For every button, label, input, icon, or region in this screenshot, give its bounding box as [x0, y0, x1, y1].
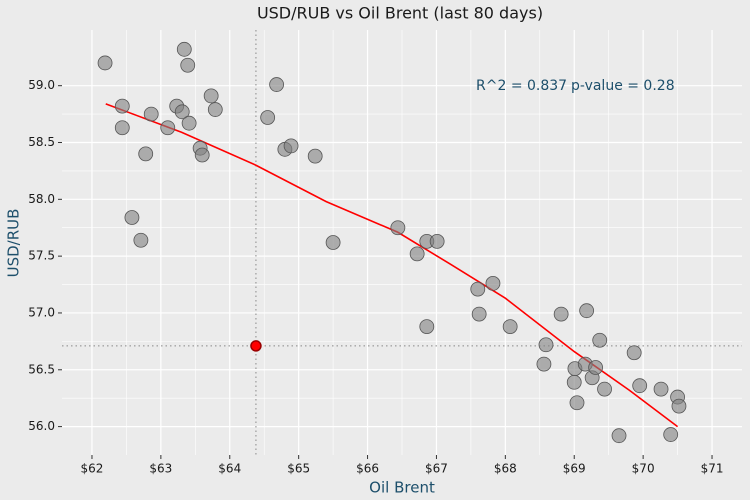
point [133, 232, 149, 248]
point [283, 138, 299, 154]
point [671, 398, 687, 414]
x-tick-label: $67 [425, 462, 448, 476]
y-tick-label: 56.0 [28, 419, 55, 433]
point [553, 306, 569, 322]
point [180, 57, 196, 73]
x-tick-label: $70 [632, 462, 655, 476]
point [429, 233, 445, 249]
point [566, 374, 582, 390]
point [143, 106, 159, 122]
point [663, 427, 679, 442]
point [176, 41, 192, 57]
x-tick-label: $69 [563, 462, 586, 476]
point [114, 98, 130, 114]
point [160, 120, 176, 136]
chart-title: USD/RUB vs Oil Brent (last 80 days) [257, 4, 543, 23]
point [419, 319, 435, 334]
point [138, 146, 154, 162]
point [579, 303, 595, 319]
point [260, 110, 276, 125]
point [588, 360, 603, 375]
annotation: p-value = 0.28 [571, 78, 675, 94]
point [485, 276, 501, 291]
y-tick-label: 57.5 [28, 249, 55, 263]
y-axis-title: USD/RUB [5, 209, 23, 278]
point [325, 235, 341, 250]
point [611, 428, 627, 444]
point [653, 381, 669, 397]
point [597, 381, 612, 397]
point [632, 378, 648, 394]
point [194, 147, 210, 163]
x-tick-label: $66 [356, 462, 379, 476]
point [114, 120, 130, 136]
x-tick-label: $71 [701, 462, 724, 476]
point [592, 332, 608, 348]
point [97, 55, 113, 71]
x-tick-label: $63 [149, 462, 172, 476]
point [538, 337, 554, 353]
point [470, 281, 486, 297]
point [536, 356, 552, 372]
point [390, 220, 406, 236]
x-tick-label: $68 [494, 462, 517, 476]
point [269, 77, 285, 92]
y-tick-label: 58.5 [28, 135, 55, 149]
point [181, 115, 197, 131]
x-tick-label: $62 [81, 462, 104, 476]
point [124, 210, 140, 225]
x-tick-label: $64 [218, 462, 241, 476]
point [174, 104, 190, 120]
point [207, 102, 223, 117]
y-tick-label: 59.0 [28, 78, 55, 92]
point [307, 148, 323, 164]
point [409, 246, 425, 262]
point [569, 395, 585, 411]
y-tick-label: 58.0 [28, 192, 55, 206]
y-tick-label: 57.0 [28, 305, 55, 319]
annotation: R^2 = 0.837 [476, 78, 567, 94]
point [203, 88, 219, 104]
current-point [250, 340, 262, 352]
point [626, 345, 642, 361]
x-tick-label: $65 [287, 462, 310, 476]
point [502, 319, 518, 334]
point [471, 306, 487, 322]
x-axis-title: Oil Brent [369, 479, 435, 497]
y-tick-label: 56.5 [28, 362, 55, 376]
